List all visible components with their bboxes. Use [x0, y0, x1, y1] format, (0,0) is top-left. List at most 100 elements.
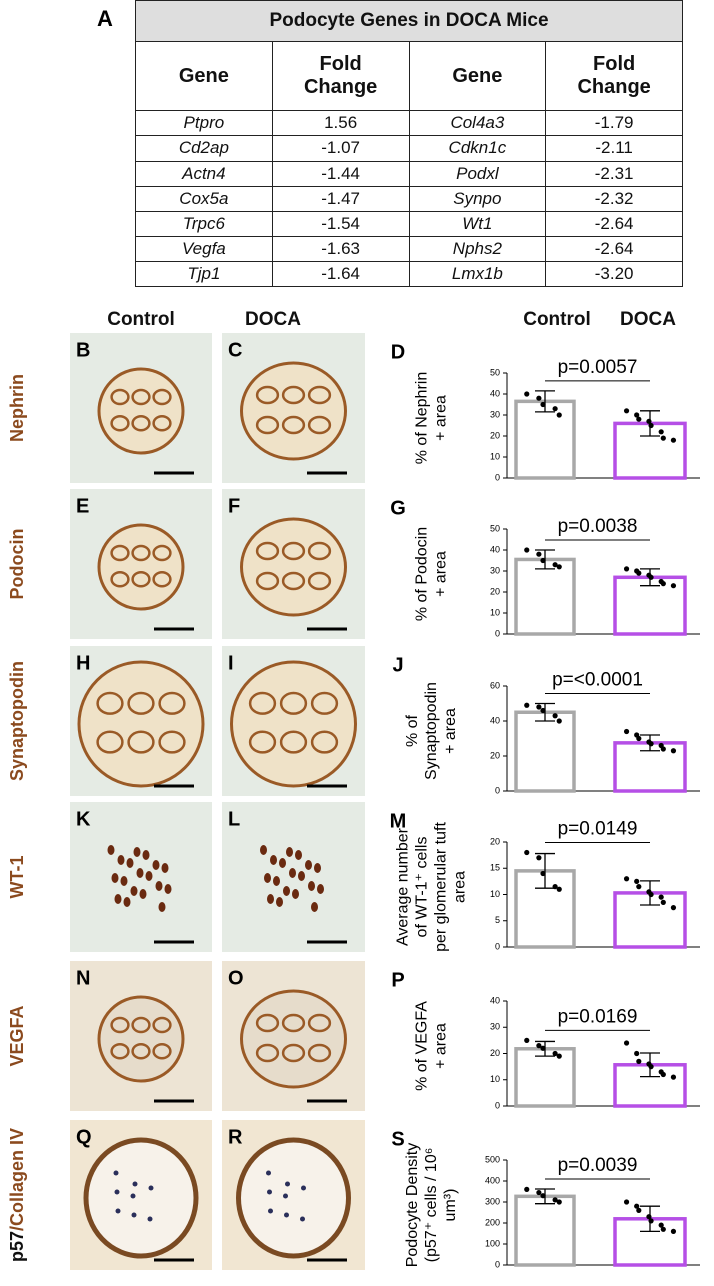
p-value: p=0.0169 [558, 1006, 638, 1027]
data-point [623, 408, 630, 414]
capillary [110, 571, 130, 588]
error-bar [535, 702, 555, 722]
data-point [634, 1050, 640, 1057]
data-point [648, 422, 654, 429]
title-row: Podocyte Genes in DOCA Mice [135, 0, 683, 43]
nucleus [117, 855, 125, 865]
data-point [623, 1040, 630, 1046]
bar [514, 399, 576, 480]
nucleus [126, 858, 134, 868]
data-point [556, 1199, 562, 1205]
micrograph: R [222, 1120, 365, 1270]
nucleus [289, 868, 296, 878]
y-tick-label: 20 [490, 836, 500, 846]
data-point [648, 1218, 654, 1224]
y-axis-label: % of [404, 714, 421, 747]
y-axis-label: % of VEGFA [414, 1001, 431, 1091]
gene-name: Podxl [408, 160, 547, 187]
y-axis-label: Synaptopodin [423, 682, 440, 780]
y-tick-label: 20 [490, 586, 500, 596]
capsule [83, 1137, 199, 1259]
y-tick-label: 10 [490, 889, 500, 899]
data-point [658, 1222, 664, 1228]
panel-letter: K [76, 808, 91, 830]
panel-letter: I [228, 652, 234, 674]
row-label-part: p57 [7, 1231, 27, 1262]
capillary [152, 571, 172, 588]
y-axis-label: + area [442, 708, 459, 754]
header-text: Fold Change [577, 53, 651, 99]
micrograph: F [222, 489, 365, 639]
header-cell: Fold Change [271, 41, 410, 112]
y-tick-label: 50 [490, 367, 500, 377]
capillary [131, 1043, 151, 1060]
nucleus [147, 1216, 153, 1222]
fold-change: -1.64 [271, 260, 410, 288]
data-point [536, 855, 542, 861]
glomerulus [97, 367, 185, 455]
header-text: Fold Change [303, 53, 378, 99]
capillary [255, 541, 280, 561]
capillary [110, 388, 130, 406]
micrograph: C [222, 333, 365, 483]
data-point [552, 884, 558, 890]
data-point [552, 1050, 558, 1057]
fold-change: -3.20 [545, 260, 683, 288]
row-label: Synaptopodin [7, 661, 27, 781]
nucleus [301, 1185, 306, 1191]
data-point [556, 718, 562, 724]
header-text: Gene [178, 64, 229, 87]
capillary [307, 571, 332, 591]
data-point [536, 1043, 542, 1049]
nucleus [284, 1212, 289, 1218]
column-header: Control [107, 309, 175, 330]
row-label: WT-1 [7, 856, 27, 899]
capsule [236, 1137, 351, 1259]
row-label-part: Nephrin [7, 374, 27, 442]
nucleus [152, 860, 160, 870]
nucleus [283, 886, 290, 896]
capillary [131, 388, 151, 406]
y-tick-label: 0 [495, 1100, 500, 1110]
data-point [636, 570, 642, 576]
y-tick-label: 10 [490, 1074, 500, 1084]
table-title: Podocyte Genes in DOCA Mice [135, 0, 683, 43]
data-point [646, 418, 652, 424]
y-tick-label: 50 [490, 523, 500, 533]
nucleus [130, 886, 138, 896]
y-tick-label: 5 [495, 915, 500, 925]
table-row: Cox5a -1.47 Synpo -2.32 [135, 185, 683, 212]
micrograph: E [70, 489, 212, 639]
data-point [636, 1058, 642, 1064]
y-axis-label: + area [433, 395, 450, 441]
fold-change: -2.11 [545, 135, 683, 162]
header-cell: Fold Change [545, 41, 683, 112]
nucleus [285, 1181, 290, 1187]
row-label: Nephrin [7, 374, 27, 442]
capillary [281, 415, 306, 435]
nucleus [264, 873, 271, 883]
bar [514, 557, 576, 636]
capillary [255, 385, 280, 405]
y-axis-label: of WT-1⁺ cells [414, 837, 431, 938]
data-point [536, 395, 542, 401]
capillary [158, 691, 186, 715]
nucleus [161, 863, 169, 873]
fold-change: -1.47 [271, 185, 410, 212]
capillary [281, 385, 306, 405]
data-point [552, 1197, 558, 1203]
y-axis-label: + area [433, 551, 450, 597]
data-point [660, 899, 666, 905]
glomerulus [230, 660, 357, 788]
row-label: VEGFA [7, 1005, 27, 1066]
data-point [524, 702, 530, 708]
nucleus [145, 871, 153, 881]
y-axis-label: % of Nephrin [414, 372, 431, 465]
nucleus [311, 902, 318, 912]
data-point [536, 1189, 542, 1196]
gene-table: Podocyte Genes in DOCA Mice Gene Fold Chan… [135, 0, 683, 288]
data-point [670, 437, 677, 443]
y-axis-label: (p57⁺ cells / 10⁶ [423, 1148, 440, 1263]
data-point [524, 1186, 530, 1192]
capillary [248, 730, 277, 754]
